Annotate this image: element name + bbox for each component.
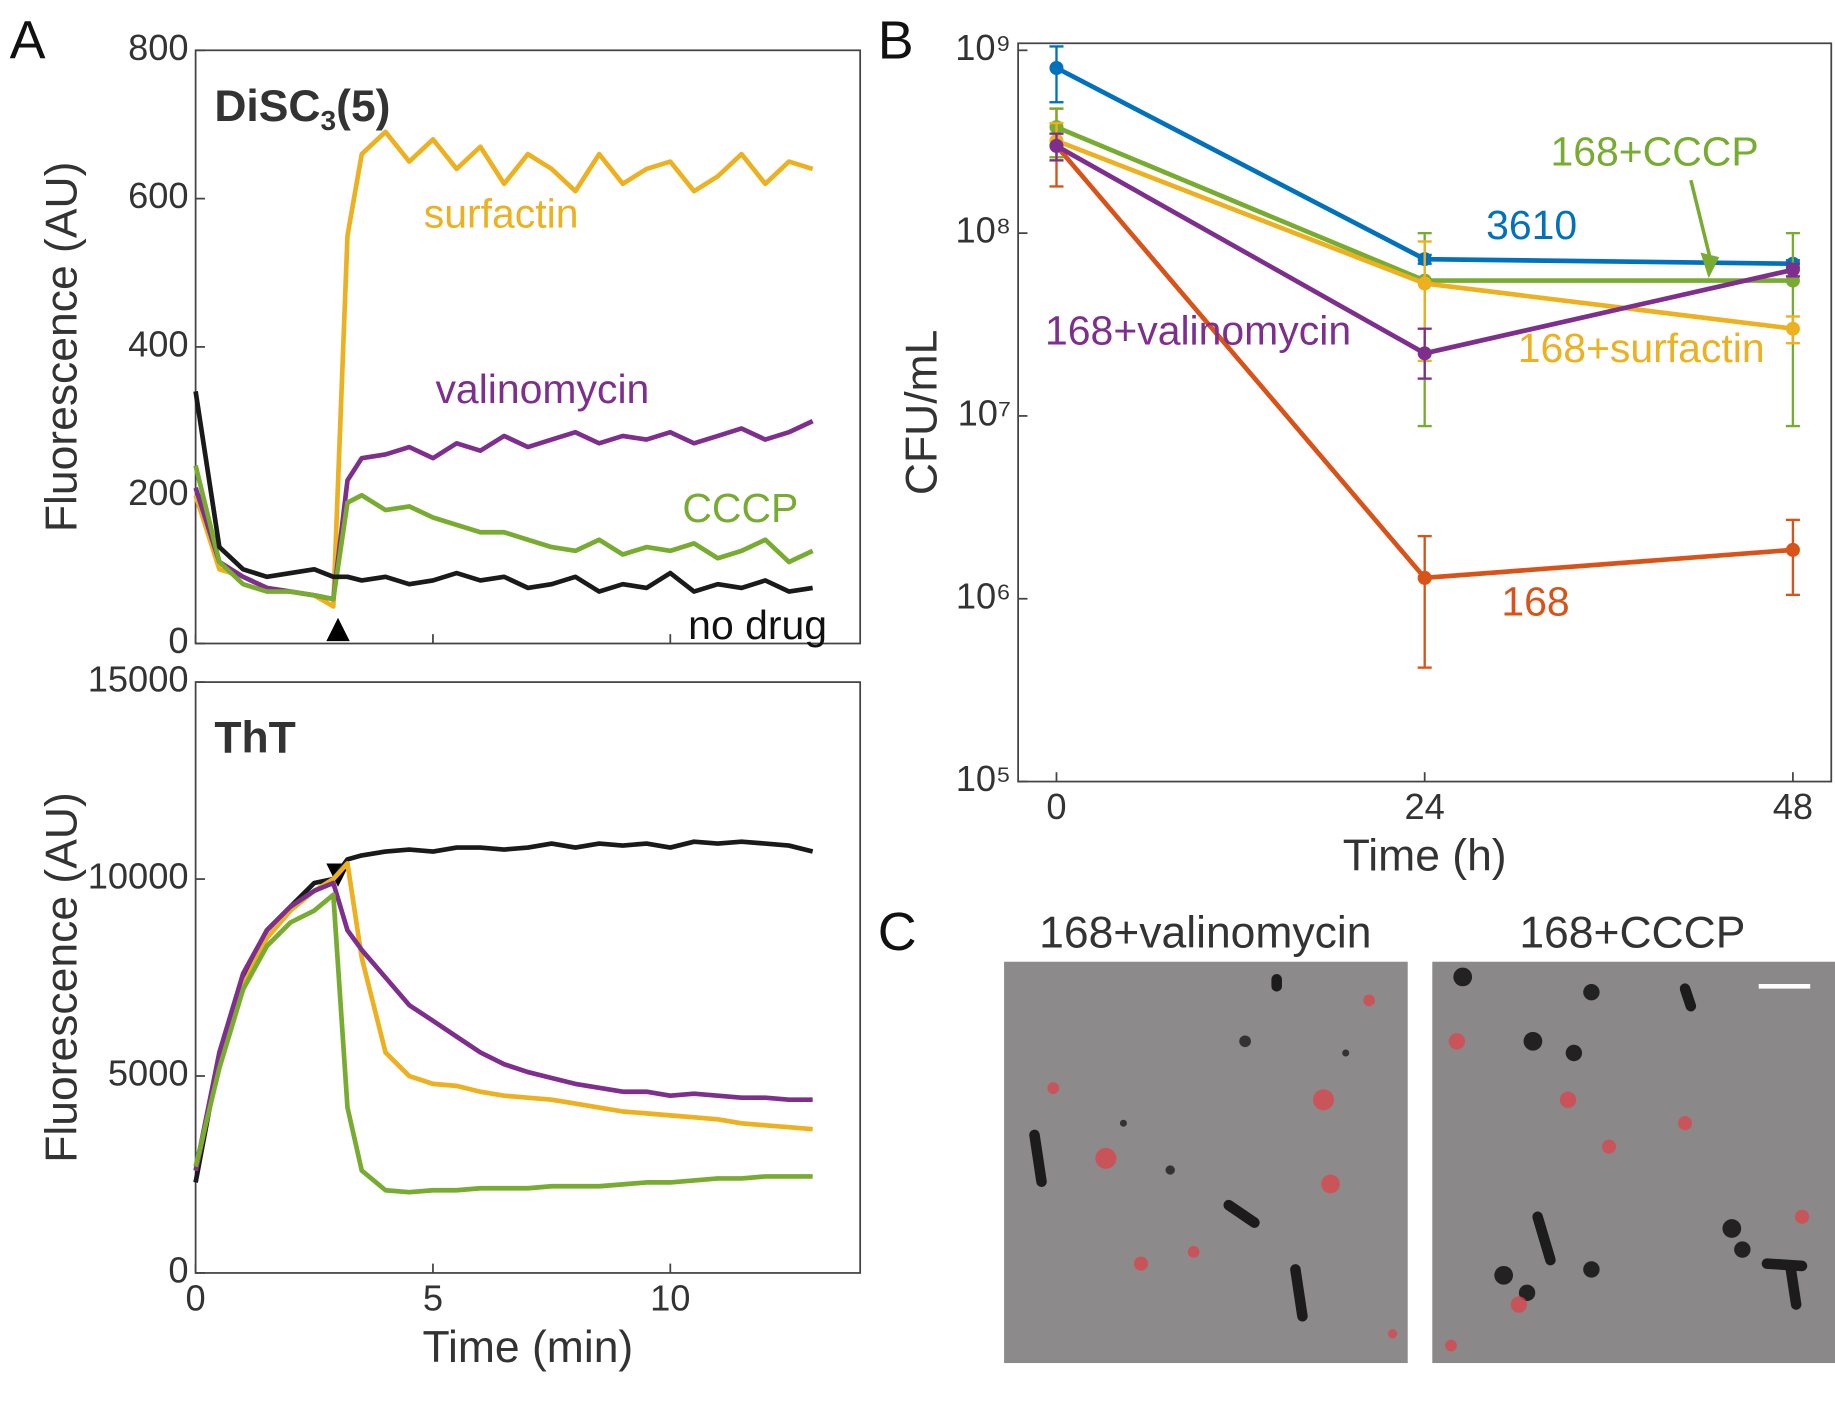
error-bar <box>1785 518 1800 597</box>
title-part: (5) <box>336 82 390 131</box>
y-tick-label: 10⁶ <box>956 575 1011 616</box>
series-label: surfactin <box>424 190 579 236</box>
cells <box>1029 974 1308 1322</box>
label-arrow <box>1689 179 1713 263</box>
y-axis-label: Fluorescence (AU) <box>37 792 86 1163</box>
error-bar <box>1417 534 1432 669</box>
panel-title: DiSC3(5) <box>214 82 390 137</box>
dark-cells <box>1453 967 1751 1302</box>
data-point <box>1049 61 1064 76</box>
x-tick-label: 0 <box>186 1278 206 1319</box>
series-label: 168 <box>1501 579 1569 625</box>
label-arrowhead <box>1700 252 1720 279</box>
panel-label: A <box>10 11 46 71</box>
y-tick-label: 10⁵ <box>956 758 1011 799</box>
micrograph-image <box>1432 961 1835 1364</box>
series-label: no drug <box>688 602 827 648</box>
series-label: 168+valinomycin <box>1045 307 1351 353</box>
micrograph-title: 168+CCCP <box>1519 909 1745 958</box>
y-tick-label: 0 <box>168 1250 188 1291</box>
series-line <box>193 464 814 602</box>
micrograph <box>1432 961 1835 1364</box>
series-label: valinomycin <box>435 366 649 412</box>
title-part: ThT <box>214 713 295 762</box>
y-tick-label: 600 <box>128 175 189 216</box>
micrograph-title: 168+valinomycin <box>1039 909 1371 958</box>
debris <box>1119 1035 1350 1175</box>
cells <box>1532 983 1808 1310</box>
micrograph-image <box>1004 961 1408 1364</box>
micrograph <box>1004 961 1408 1364</box>
x-tick-label: 10 <box>650 1278 690 1319</box>
series-label: 168+surfactin <box>1518 325 1765 371</box>
series-label: 3610 <box>1486 202 1577 248</box>
y-tick-label: 400 <box>128 323 189 364</box>
data-point <box>1785 262 1800 277</box>
data-point <box>1785 321 1800 336</box>
y-tick-label: 10⁸ <box>955 210 1011 251</box>
y-axis-label: CFU/mL <box>897 330 946 495</box>
title-part: DiSC <box>214 82 320 131</box>
data-point <box>1417 276 1432 291</box>
y-tick-label: 10⁷ <box>958 393 1011 434</box>
x-axis-label: Time (h) <box>1343 832 1507 881</box>
plot-frame <box>194 681 862 1274</box>
drug-addition-marker <box>326 617 350 642</box>
stained-cells <box>1047 994 1398 1339</box>
data-point <box>1417 346 1432 361</box>
y-tick-label: 5000 <box>108 1053 189 1094</box>
series-line <box>193 892 813 1195</box>
y-axis-label: Fluorescence (AU) <box>37 162 86 533</box>
data-point <box>1049 138 1064 153</box>
panel-label: B <box>878 11 914 71</box>
x-tick-label: 24 <box>1405 786 1445 827</box>
y-tick-label: 0 <box>168 620 188 661</box>
series-line <box>193 391 814 594</box>
y-tick-label: 200 <box>128 472 189 513</box>
panel-title: ThT <box>214 713 295 762</box>
data-point <box>1417 570 1432 585</box>
x-tick-label: 48 <box>1773 786 1813 827</box>
y-tick-label: 15000 <box>88 659 189 700</box>
series-label: 168+CCCP <box>1550 128 1758 174</box>
series-line <box>193 839 814 1183</box>
x-tick-label: 0 <box>1046 786 1066 827</box>
y-tick-label: 800 <box>128 27 189 68</box>
plot-frame <box>194 49 862 645</box>
y-tick-label: 10⁹ <box>955 27 1011 68</box>
stained-cells <box>1445 1033 1810 1352</box>
panel-label: C <box>878 902 917 962</box>
x-tick-label: 5 <box>423 1278 443 1319</box>
title-part: 3 <box>321 105 337 136</box>
series-label: CCCP <box>682 485 798 531</box>
y-tick-label: 10000 <box>88 856 189 897</box>
series-line <box>193 880 813 1172</box>
data-point <box>1785 542 1800 557</box>
x-axis-label: Time (min) <box>423 1323 634 1372</box>
